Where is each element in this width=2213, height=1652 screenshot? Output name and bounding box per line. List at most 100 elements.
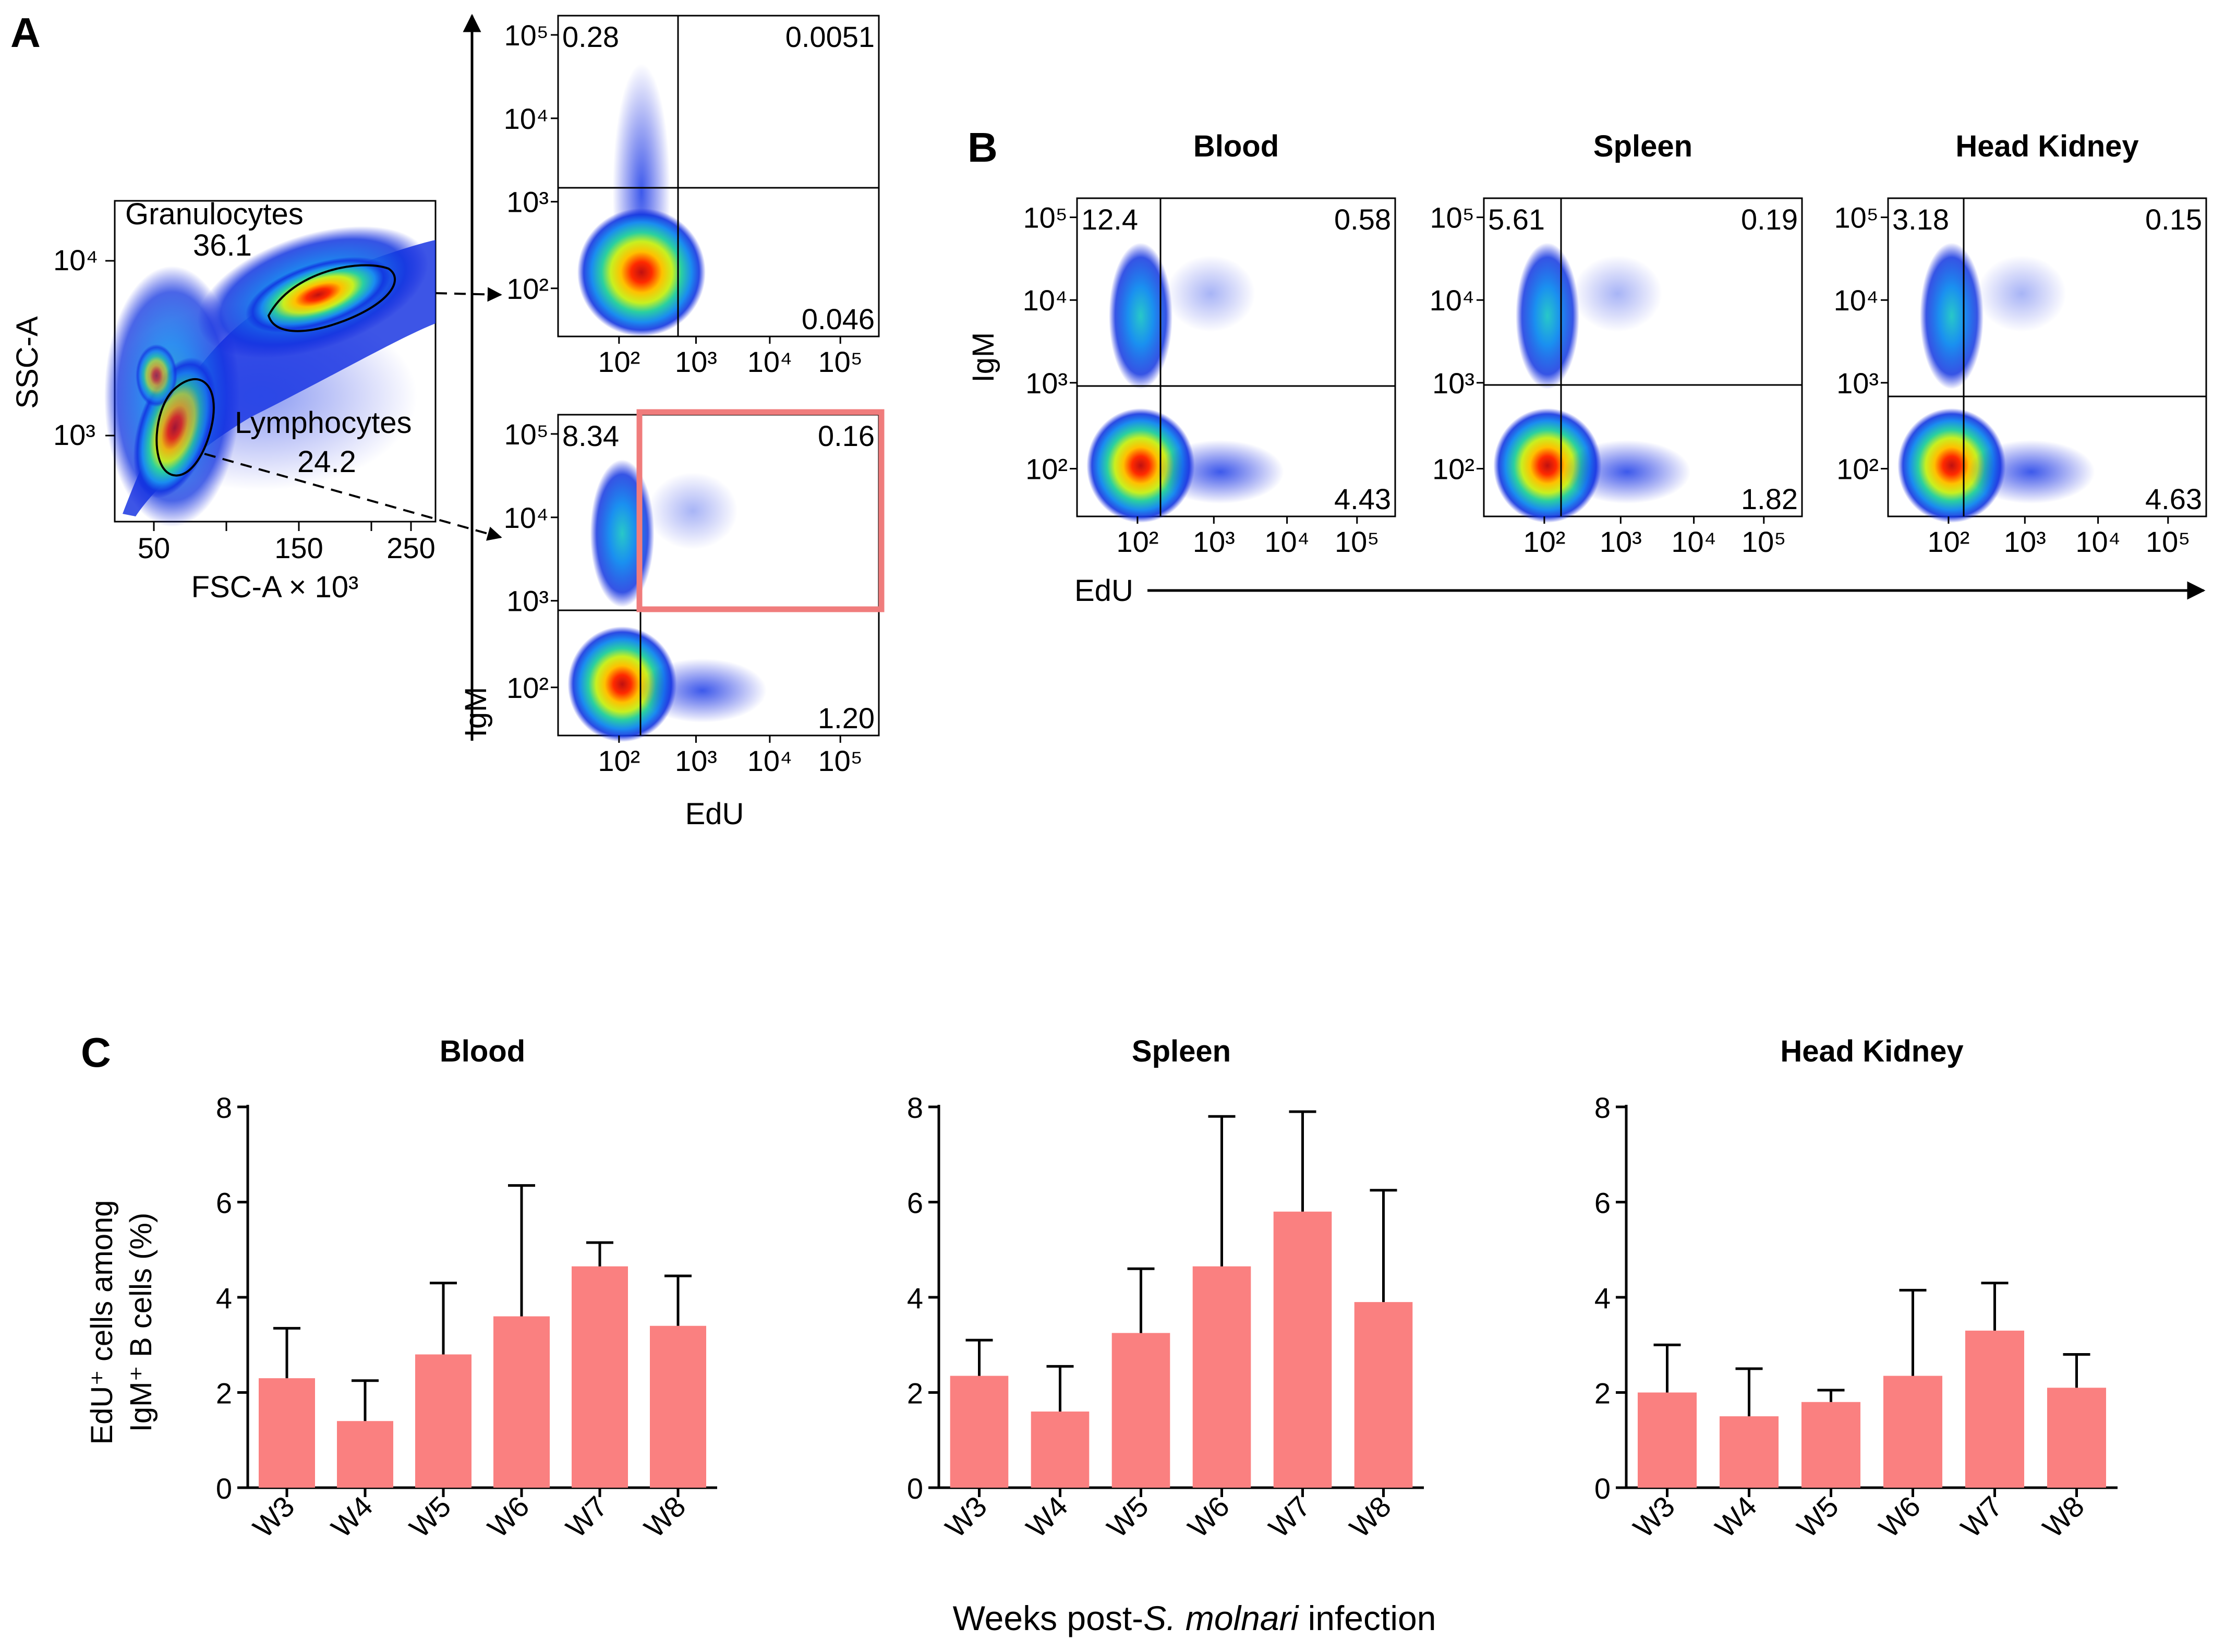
y-tick-label: 2 xyxy=(216,1377,232,1410)
quadrant-lower-right: 4.63 xyxy=(2145,483,2202,515)
axis-label-edu-b: EdU xyxy=(1074,574,1133,608)
quadrant-upper-right: 0.16 xyxy=(818,419,875,452)
gate-value-lymphocytes: 24.2 xyxy=(297,445,356,479)
y-tick-label: 10² xyxy=(1836,453,1879,486)
y-tick-label: 0 xyxy=(216,1472,232,1505)
bars-xlabel-prefix: Weeks post- xyxy=(953,1599,1144,1637)
y-tick-label: 8 xyxy=(1594,1091,1611,1124)
scatter-xtick-50: 50 xyxy=(138,532,170,564)
quadrant-upper-right: 0.0051 xyxy=(785,20,875,53)
bar-W7 xyxy=(1965,1330,2025,1488)
y-tick-label: 10² xyxy=(1432,453,1474,486)
gate-value-granulocytes: 36.1 xyxy=(193,228,252,262)
quadrant-upper-right: 0.58 xyxy=(1334,203,1391,236)
flow-plot-spleen: 5.61 0.19 1.82 10² 10³ 10⁴ 10⁵ 10² 10³ 10⁴ 10⁵ xyxy=(1430,197,1803,558)
flow-title-1: Spleen xyxy=(1593,129,1692,163)
connector-granulocytes xyxy=(435,287,502,302)
quadrant-lower-right: 1.82 xyxy=(1741,483,1798,515)
bars-xlabel-italic: S. molnari xyxy=(1143,1599,1299,1637)
quadrant-lower-right: 4.43 xyxy=(1334,483,1391,515)
y-tick-label: 6 xyxy=(907,1187,923,1220)
y-tick-label: 10⁴ xyxy=(504,501,549,534)
axis-label-igm-a: IgM xyxy=(459,687,493,738)
bar-W3 xyxy=(950,1376,1009,1488)
panel-label-c: C xyxy=(81,1029,111,1076)
fsc-ssc-scatter: Granulocytes 36.1 Lymphocytes 24.2 10⁴ 1… xyxy=(10,197,437,604)
flow-title-0: Blood xyxy=(1193,129,1279,163)
x-tick-label-W8: W8 xyxy=(2036,1490,2090,1544)
bar-W5 xyxy=(415,1354,471,1488)
x-tick-label-W3: W3 xyxy=(1627,1490,1681,1544)
x-tick-label: 10⁴ xyxy=(747,345,792,378)
x-tick-label-W8: W8 xyxy=(1343,1490,1397,1544)
bar-W8 xyxy=(2047,1388,2107,1488)
y-tick-label: 10⁵ xyxy=(504,19,549,52)
scatter-ytick-1e4: 10⁴ xyxy=(53,244,98,276)
quadrant-upper-left: 3.18 xyxy=(1892,203,1949,236)
bar-W3 xyxy=(1637,1392,1697,1488)
bars-ylabel-line1: EdU⁺ cells among xyxy=(85,1200,119,1444)
y-tick-label: 10⁵ xyxy=(1430,201,1474,234)
x-tick-label: 10³ xyxy=(675,345,717,378)
axis-label-edu-a: EdU xyxy=(685,797,744,831)
x-tick-label: 10³ xyxy=(1600,525,1642,558)
bar-chart-blood: Blood 0 2 4 6 8 W3 W4 W5 W6 W7 W8 xyxy=(216,1034,717,1544)
x-tick-label-W6: W6 xyxy=(481,1490,536,1544)
x-tick-label-W4: W4 xyxy=(1020,1490,1074,1544)
y-tick-label: 6 xyxy=(216,1187,232,1220)
scatter-ytick-1e3: 10³ xyxy=(53,418,95,451)
y-tick-label: 4 xyxy=(1594,1282,1611,1315)
y-tick-label: 10⁵ xyxy=(1834,201,1879,234)
bars-ylabel-line2: IgM⁺ B cells (%) xyxy=(124,1213,158,1432)
y-tick-label: 10⁵ xyxy=(504,418,549,451)
y-tick-label: 10⁴ xyxy=(1834,284,1879,317)
bar-W4 xyxy=(1719,1416,1779,1488)
x-tick-label-W7: W7 xyxy=(1954,1490,2009,1544)
granulocyte-gate xyxy=(267,264,396,332)
bar-chart-title: Spleen xyxy=(1132,1034,1231,1068)
x-tick-label: 10³ xyxy=(675,744,717,777)
y-tick-label: 2 xyxy=(907,1377,923,1410)
x-tick-label: 10² xyxy=(1523,525,1565,558)
scatter-xtick-150: 150 xyxy=(274,532,323,564)
flow-plot-lymphocytes: 8.34 0.16 1.20 10² 10³ 10⁴ 10⁵ 10² 10³ 10⁴ 10⁵ xyxy=(504,414,880,777)
y-tick-label: 6 xyxy=(1594,1187,1611,1220)
scatter-xtick-250: 250 xyxy=(386,532,435,564)
panel-label-a: A xyxy=(10,9,41,56)
x-tick-label-W6: W6 xyxy=(1872,1490,1927,1544)
y-tick-label: 10³ xyxy=(1836,367,1879,400)
y-tick-label: 10⁴ xyxy=(504,102,549,135)
x-tick-label-W3: W3 xyxy=(247,1490,301,1544)
quadrant-upper-left: 0.28 xyxy=(562,20,619,53)
x-tick-label-W4: W4 xyxy=(325,1490,379,1544)
bar-W4 xyxy=(1031,1412,1090,1488)
x-tick-label: 10⁴ xyxy=(2075,525,2120,558)
y-tick-label: 0 xyxy=(1594,1472,1611,1505)
x-tick-label: 10⁵ xyxy=(2146,525,2191,558)
panel-label-b: B xyxy=(968,124,998,171)
bar-W6 xyxy=(1192,1266,1251,1488)
flow-title-2: Head Kidney xyxy=(1955,129,2138,163)
y-tick-label: 10³ xyxy=(506,186,549,219)
plot-density xyxy=(1897,243,2095,523)
scatter-ylabel: SSC-A xyxy=(10,316,44,409)
axis-label-igm-b: IgM xyxy=(966,332,1000,383)
quadrant-upper-left: 12.4 xyxy=(1081,203,1138,236)
y-tick-label: 10³ xyxy=(506,585,549,618)
bar-chart-title: Blood xyxy=(440,1034,525,1068)
y-tick-label: 10² xyxy=(1025,453,1068,486)
plot-density xyxy=(1086,243,1284,523)
gate-name-lymphocytes: Lymphocytes xyxy=(235,406,412,440)
y-tick-label: 4 xyxy=(216,1282,232,1315)
x-tick-label: 10⁴ xyxy=(747,744,792,777)
x-tick-label-W5: W5 xyxy=(1101,1490,1155,1544)
y-tick-label: 4 xyxy=(907,1282,923,1315)
connector-lymphocytes xyxy=(204,453,502,541)
y-tick-label: 0 xyxy=(907,1472,923,1505)
flow-plot-head-kidney: 3.18 0.15 4.63 10² 10³ 10⁴ 10⁵ 10² 10³ 10⁴ 10⁵ xyxy=(1834,197,2207,558)
bar-W3 xyxy=(259,1378,315,1488)
x-tick-label-W7: W7 xyxy=(560,1490,614,1544)
x-tick-label-W7: W7 xyxy=(1262,1490,1316,1544)
x-tick-label: 10⁵ xyxy=(818,744,863,777)
